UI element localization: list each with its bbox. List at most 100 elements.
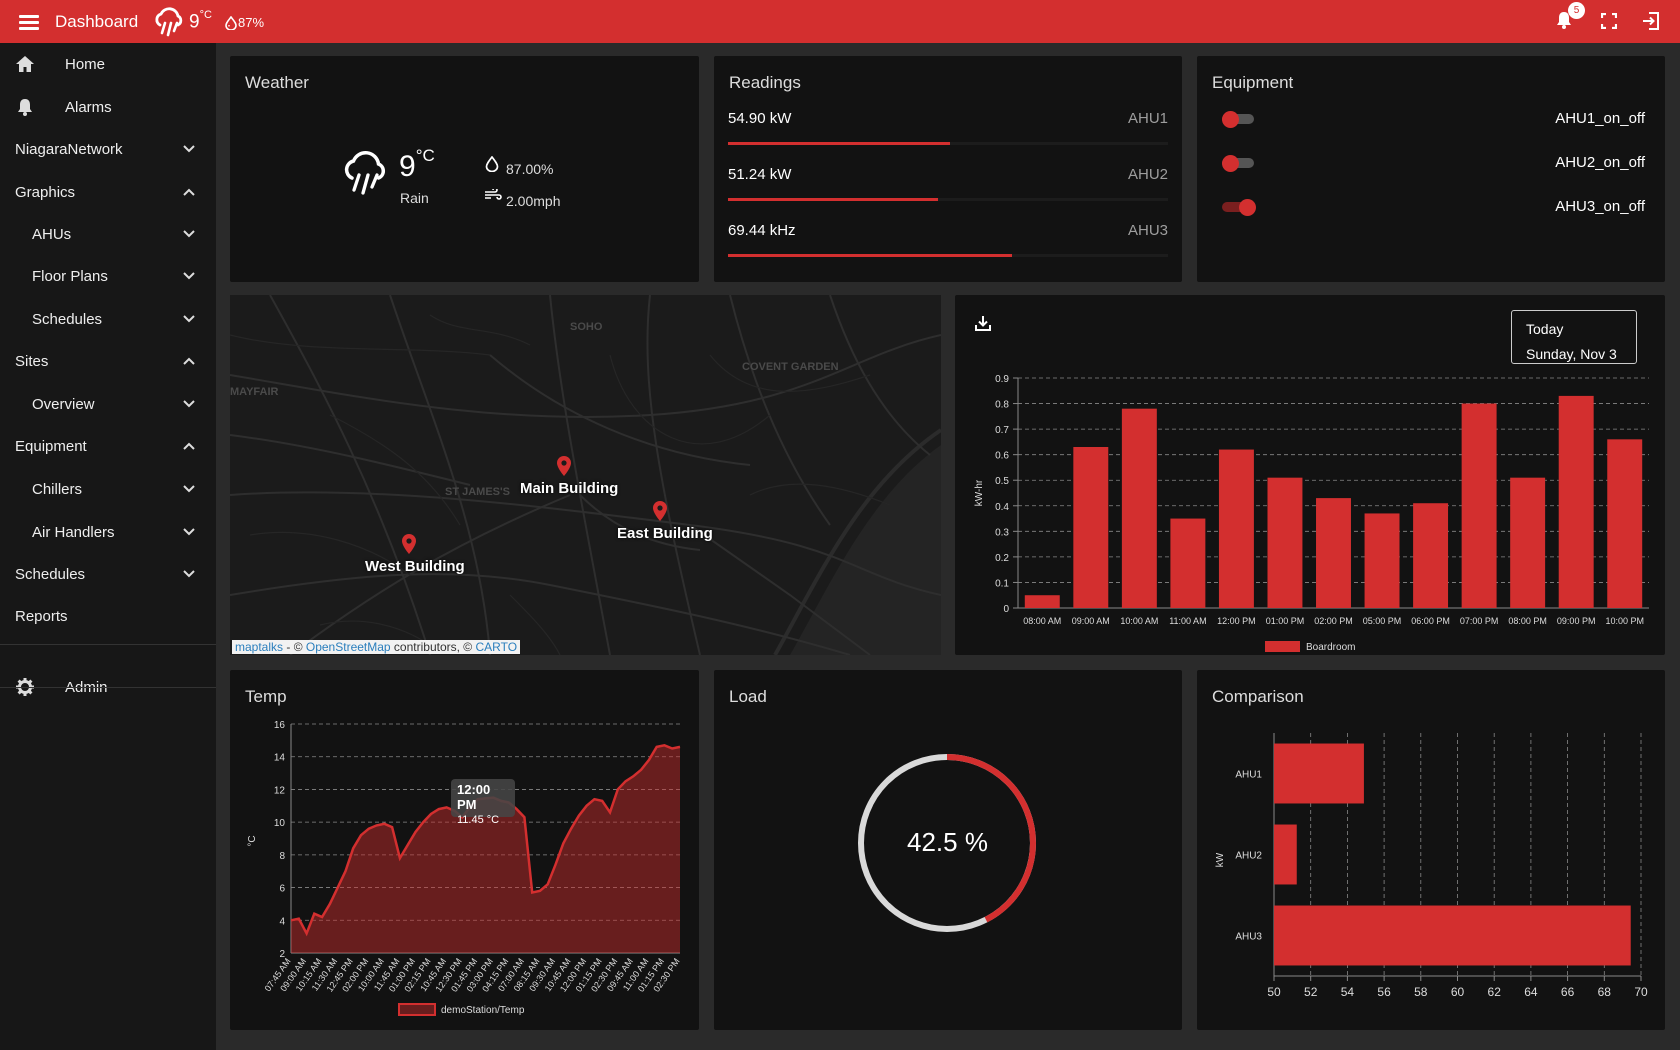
attribution-text: - © xyxy=(283,640,306,654)
x-tick-label: 08:00 PM xyxy=(1508,616,1547,626)
x-tick-label: 50 xyxy=(1267,985,1281,999)
bar[interactable] xyxy=(1170,518,1206,608)
notification-count-badge: 5 xyxy=(1568,2,1585,19)
sidebar-item-niagaranetwork[interactable]: NiagaraNetwork xyxy=(0,128,216,170)
sidebar-item-overview[interactable]: Overview xyxy=(0,383,216,425)
map-marker-icon[interactable] xyxy=(556,455,572,477)
site-map[interactable]: SOHO COVENT GARDEN MAYFAIR ST JAMES'S Main … xyxy=(230,295,941,655)
download-icon[interactable] xyxy=(974,314,992,332)
sidebar-item-label: Schedules xyxy=(32,310,103,328)
chevron-down-icon[interactable] xyxy=(183,400,195,408)
map-streets: SOHO COVENT GARDEN MAYFAIR ST JAMES'S xyxy=(230,295,941,655)
sidebar-item-label: Home xyxy=(65,55,106,73)
sidebar-item-label: Chillers xyxy=(32,480,83,498)
x-tick-label: 52 xyxy=(1304,985,1318,999)
notifications-bell-icon[interactable] xyxy=(1555,10,1573,30)
x-tick-label: 05:00 PM xyxy=(1363,616,1402,626)
bar[interactable] xyxy=(1274,824,1297,885)
sidebar-item-label: AHUs xyxy=(32,225,72,243)
bar[interactable] xyxy=(1267,477,1303,608)
chevron-down-icon[interactable] xyxy=(183,485,195,493)
legend-swatch xyxy=(1265,641,1300,652)
map-marker-icon[interactable] xyxy=(401,533,417,555)
sidebar-item-floor-plans[interactable]: Floor Plans xyxy=(0,255,216,297)
chevron-up-icon[interactable] xyxy=(183,357,195,365)
bar[interactable] xyxy=(1274,905,1631,966)
equipment-toggle-switch[interactable] xyxy=(1222,111,1256,128)
chevron-down-icon[interactable] xyxy=(183,528,195,536)
x-tick-label: 62 xyxy=(1488,985,1502,999)
logout-icon[interactable] xyxy=(1642,12,1660,30)
equipment-toggle-switch[interactable] xyxy=(1222,155,1256,172)
wind-icon xyxy=(485,189,502,200)
sidebar-item-sites[interactable]: Sites xyxy=(0,340,216,382)
y-tick-label: AHU2 xyxy=(1235,851,1262,862)
chevron-up-icon[interactable] xyxy=(183,442,195,450)
reading-device: AHU2 xyxy=(1127,166,1168,183)
sidebar-item-schedules[interactable]: Schedules xyxy=(0,553,216,595)
marker-label-main-building[interactable]: Main Building xyxy=(520,480,619,497)
bar[interactable] xyxy=(1121,408,1157,608)
bell-icon xyxy=(18,99,32,116)
fullscreen-icon[interactable] xyxy=(1601,13,1617,29)
bar[interactable] xyxy=(1364,513,1400,608)
bar[interactable] xyxy=(1073,447,1109,608)
x-tick-label: 01:00 PM xyxy=(1266,616,1305,626)
carto-link[interactable]: CARTO xyxy=(475,640,518,654)
equipment-row: AHU2_on_off xyxy=(1197,150,1665,180)
sidebar-item-schedules[interactable]: Schedules xyxy=(0,298,216,340)
sidebar-item-label: NiagaraNetwork xyxy=(15,140,123,158)
sidebar-item-equipment[interactable]: Equipment xyxy=(0,425,216,467)
temp-card: Temp 2 4 6 8 10 12 14 16 °C 07:45 AM 09:00 AM 10:15… xyxy=(230,670,699,1030)
sidebar-item-ahus[interactable]: AHUs xyxy=(0,213,216,255)
y-axis-label: °C xyxy=(247,835,258,846)
bar[interactable] xyxy=(1316,498,1351,608)
chevron-down-icon[interactable] xyxy=(183,145,195,153)
x-tick-label: 02:00 PM xyxy=(1314,616,1353,626)
comparison-card-title: Comparison xyxy=(1212,687,1304,706)
openstreetmap-link[interactable]: OpenStreetMap xyxy=(305,640,391,654)
date-range-picker[interactable]: Today Sunday, Nov 3 xyxy=(1511,310,1637,364)
topbar-humidity: 87% xyxy=(225,15,264,30)
bar[interactable] xyxy=(1218,449,1254,608)
sidebar-item-reports[interactable]: Reports xyxy=(0,595,216,637)
chart-tooltip: 12:00 PM 11.45 °C xyxy=(451,779,515,826)
chevron-down-icon[interactable] xyxy=(183,570,195,578)
y-tick-label: 6 xyxy=(279,884,285,895)
y-tick-label: 0 xyxy=(1003,604,1009,615)
legend-label: Boardroom xyxy=(1306,642,1355,653)
equipment-toggle-switch[interactable] xyxy=(1222,199,1256,216)
sidebar-item-chillers[interactable]: Chillers xyxy=(0,468,216,510)
map-marker-icon[interactable] xyxy=(652,500,668,522)
chevron-down-icon[interactable] xyxy=(183,315,195,323)
bar[interactable] xyxy=(1558,395,1594,608)
x-tick-label: 09:00 PM xyxy=(1557,616,1596,626)
sidebar-item-home[interactable]: Home xyxy=(0,43,216,85)
sidebar-item-graphics[interactable]: Graphics xyxy=(0,171,216,213)
hamburger-menu-icon[interactable] xyxy=(19,12,39,30)
bar[interactable] xyxy=(1024,595,1060,608)
marker-label-east-building[interactable]: East Building xyxy=(617,525,713,542)
bar[interactable] xyxy=(1510,477,1546,608)
y-tick-label: 14 xyxy=(274,753,286,764)
sidebar-item-alarms[interactable]: Alarms xyxy=(0,86,216,128)
x-tick-label: 08:00 AM xyxy=(1023,616,1061,626)
chevron-down-icon[interactable] xyxy=(183,230,195,238)
x-tick-label: 09:00 AM xyxy=(1072,616,1110,626)
marker-label-west-building[interactable]: West Building xyxy=(365,558,465,575)
chevron-down-icon[interactable] xyxy=(183,272,195,280)
y-tick-label: 10 xyxy=(274,818,286,829)
bar[interactable] xyxy=(1274,743,1364,804)
bar[interactable] xyxy=(1413,503,1449,608)
y-tick-label: 0.9 xyxy=(995,374,1009,385)
sidebar-item-label: Overview xyxy=(32,395,95,413)
x-tick-label: 68 xyxy=(1598,985,1612,999)
maptalks-link[interactable]: maptalks xyxy=(235,640,284,654)
equipment-label: AHU2_on_off xyxy=(1555,154,1645,171)
bar[interactable] xyxy=(1461,403,1497,608)
sidebar-item-air-handlers[interactable]: Air Handlers xyxy=(0,511,216,553)
sidebar-item-label: Floor Plans xyxy=(32,267,108,285)
chevron-up-icon[interactable] xyxy=(183,188,195,196)
bar[interactable] xyxy=(1607,439,1643,608)
